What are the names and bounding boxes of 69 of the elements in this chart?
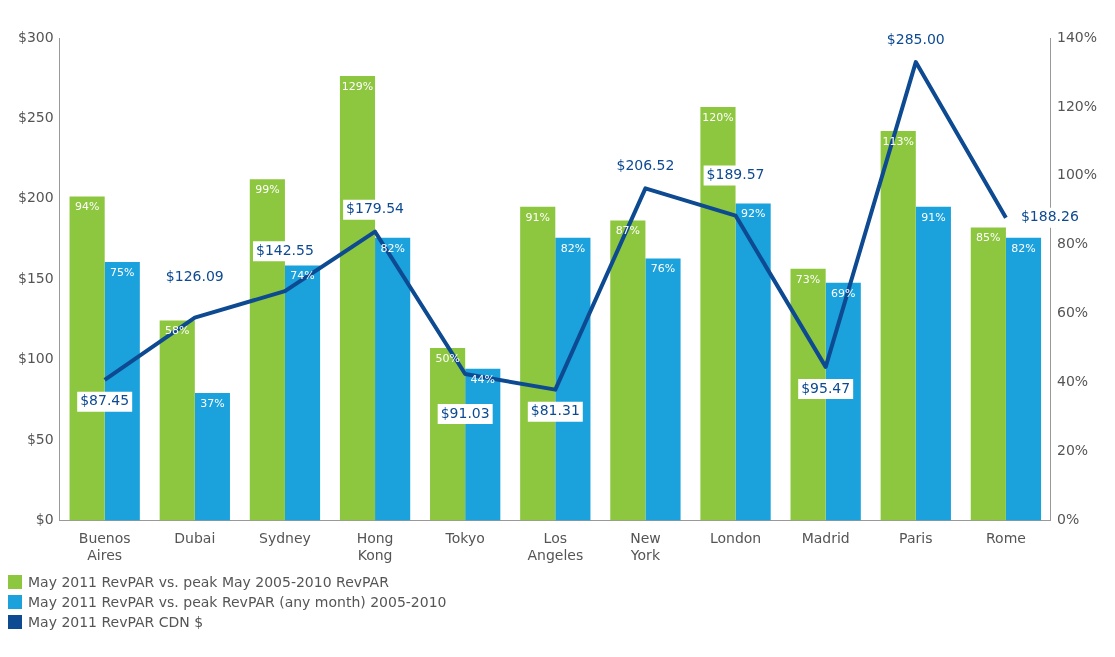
- data-label: $188.26: [1020, 208, 1079, 225]
- bar: [194, 392, 230, 521]
- data-label: 85%: [976, 231, 1001, 245]
- bar: [645, 258, 681, 521]
- x-tick-label: Los Angeles: [527, 530, 584, 564]
- data-label: 94%: [74, 200, 100, 214]
- y2-tick-label: 140%: [1056, 28, 1098, 45]
- x-tick-label: Sydney: [259, 530, 311, 547]
- data-label: 91%: [921, 210, 946, 224]
- data-label: 120%: [702, 110, 734, 124]
- data-label: 82%: [380, 241, 405, 255]
- x-tick-label: Tokyo: [444, 530, 485, 547]
- data-label: 74%: [290, 269, 315, 283]
- data-label: 91%: [525, 210, 550, 224]
- data-label: $206.52: [616, 156, 675, 173]
- bar: [1005, 237, 1042, 521]
- x-tick-label: Madrid: [801, 530, 850, 547]
- legend-label: May 2011 RevPAR CDN $: [28, 614, 204, 630]
- data-label: 69%: [831, 286, 856, 300]
- y-tick-label: $300: [17, 28, 54, 45]
- data-label: 44%: [470, 372, 495, 386]
- y2-tick-label: 60%: [1056, 304, 1089, 321]
- data-label: $285.00: [886, 30, 945, 47]
- data-label: $95.47: [801, 379, 851, 396]
- y2-tick-label: 100%: [1056, 166, 1098, 183]
- legend-label: May 2011 RevPAR vs. peak RevPAR (any month) 2005-2010: [28, 594, 447, 610]
- data-label: 76%: [650, 262, 676, 276]
- bar: [735, 203, 771, 521]
- y-tick-label: $250: [17, 109, 54, 126]
- data-label: 82%: [560, 241, 586, 255]
- data-label: $179.54: [346, 200, 405, 217]
- data-label: $126.09: [165, 268, 224, 285]
- data-label: 37%: [200, 396, 225, 410]
- data-label: $87.45: [80, 392, 130, 409]
- y-tick-label: $200: [17, 189, 54, 206]
- data-label: 99%: [255, 183, 280, 197]
- bar: [375, 237, 411, 521]
- data-label: $81.31: [530, 402, 580, 419]
- bar: [610, 220, 646, 521]
- data-label: 82%: [1011, 241, 1036, 255]
- data-label: $142.55: [255, 241, 314, 258]
- y2-tick-label: 80%: [1056, 235, 1089, 252]
- y2-tick-label: 20%: [1056, 442, 1089, 459]
- data-label: $189.57: [706, 166, 765, 183]
- x-tick-label: Hong Kong: [356, 530, 394, 564]
- y-tick-label: $50: [26, 430, 54, 447]
- y-tick-label: $0: [35, 511, 54, 528]
- x-tick-label: Paris: [899, 530, 933, 547]
- bar: [284, 265, 321, 521]
- x-tick-label: Dubai: [174, 530, 216, 547]
- data-label: 92%: [740, 207, 766, 221]
- data-label: 129%: [341, 79, 374, 93]
- x-tick-label: Buenos Aires: [78, 530, 131, 564]
- y2-tick-label: 120%: [1056, 97, 1098, 114]
- x-tick-label: Rome: [985, 530, 1026, 547]
- bar: [970, 227, 1006, 521]
- bar: [159, 320, 195, 521]
- y-tick-label: $100: [17, 350, 54, 367]
- data-label: $91.03: [440, 404, 490, 421]
- x-tick-label: New York: [629, 530, 661, 564]
- data-label: 75%: [110, 265, 135, 279]
- y2-tick-label: 0%: [1056, 511, 1080, 528]
- y-tick-label: $150: [17, 269, 54, 286]
- bar: [880, 131, 916, 521]
- y2-tick-label: 40%: [1056, 373, 1089, 390]
- data-label: 73%: [795, 272, 821, 286]
- bar: [915, 206, 951, 521]
- x-tick-label: London: [709, 530, 762, 547]
- legend-label: May 2011 RevPAR vs. peak May 2005-2010 RevPAR: [28, 574, 389, 590]
